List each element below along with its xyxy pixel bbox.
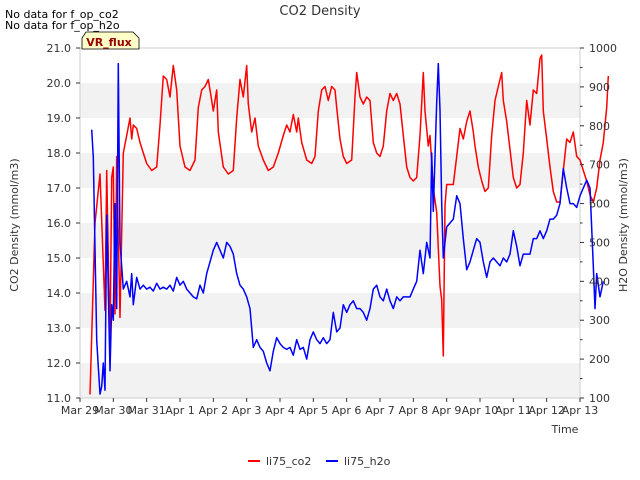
x-tick-label: Apr 4 (265, 404, 295, 417)
right-tick-label: 500 (589, 236, 610, 249)
legend-label-li75_co2: li75_co2 (266, 455, 311, 468)
left-tick-label: 20.0 (47, 77, 72, 90)
right-tick-label: 100 (589, 392, 610, 405)
chart-title: CO2 Density (279, 4, 360, 19)
right-axis-label: H2O Density (mmol/m3) (617, 158, 630, 292)
left-tick-label: 17.0 (47, 182, 72, 195)
grid-band (80, 118, 580, 153)
x-tick-label: Apr 13 (562, 404, 599, 417)
right-tick-label: 700 (589, 159, 610, 172)
x-tick-label: Apr 7 (365, 404, 395, 417)
badge-label: VR_flux (86, 36, 132, 49)
grid-band (80, 83, 580, 118)
left-tick-label: 13.0 (47, 322, 72, 335)
left-tick-label: 19.0 (47, 112, 72, 125)
no-data-note-co2: No data for f_op_co2 (5, 8, 119, 21)
vr-flux-badge: VR_flux (81, 31, 140, 50)
left-tick-label: 12.0 (47, 357, 72, 370)
x-tick-label: Apr 3 (232, 404, 262, 417)
right-tick-label: 1000 (589, 42, 617, 55)
x-tick-label: Apr 8 (399, 404, 429, 417)
x-tick-label: Apr 11 (495, 404, 532, 417)
left-tick-label: 11.0 (47, 392, 72, 405)
left-axis-label: CO2 Density (mmol/m3) (8, 158, 21, 291)
legend: li75_co2 li75_h2o (248, 455, 391, 468)
x-tick-label: Apr 6 (332, 404, 362, 417)
left-tick-label: 16.0 (47, 217, 72, 230)
right-axis-ticks: 100 200 300 400 500 600 700 800 900 1000 (580, 42, 617, 405)
series-lines (89, 54, 610, 395)
right-tick-label: 400 (589, 275, 610, 288)
x-tick-label: Mar 31 (128, 404, 166, 417)
left-axis-ticks: 11.0 12.0 13.0 14.0 15.0 16.0 17.0 18.0 19.0 20.0… (47, 42, 80, 405)
left-tick-label: 21.0 (47, 42, 72, 55)
no-data-note-h2o: No data for f_op_h2o (5, 19, 120, 32)
grid-band (80, 223, 580, 258)
left-tick-label: 15.0 (47, 252, 72, 265)
x-tick-label: Mar 29 (61, 404, 99, 417)
right-tick-label: 300 (589, 314, 610, 327)
right-tick-label: 600 (589, 198, 610, 211)
series-line-li75_h2o (90, 62, 605, 395)
x-tick-label: Apr 12 (528, 404, 565, 417)
grid-band (80, 188, 580, 223)
legend-label-li75_h2o: li75_h2o (344, 455, 391, 468)
background-bands (80, 48, 580, 398)
x-axis-label: Time (551, 423, 579, 436)
grid-band (80, 363, 580, 398)
left-tick-label: 14.0 (47, 287, 72, 300)
left-tick-label: 18.0 (47, 147, 72, 160)
right-tick-label: 800 (589, 120, 610, 133)
grid-band (80, 48, 580, 83)
right-tick-label: 200 (589, 353, 610, 366)
x-tick-label: Apr 2 (199, 404, 229, 417)
right-tick-label: 900 (589, 81, 610, 94)
grid-band (80, 293, 580, 328)
x-tick-label: Apr 5 (299, 404, 329, 417)
x-tick-label: Apr 10 (462, 404, 499, 417)
x-tick-label: Apr 1 (165, 404, 195, 417)
badge-shape (81, 31, 140, 50)
grid-band (80, 153, 580, 188)
grid-band (80, 328, 580, 363)
x-tick-label: Apr 9 (432, 404, 462, 417)
x-tick-label: Mar 30 (94, 404, 132, 417)
series-line-li75_co2 (89, 54, 610, 395)
